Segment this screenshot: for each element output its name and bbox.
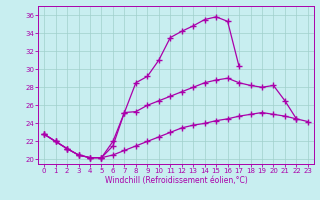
X-axis label: Windchill (Refroidissement éolien,°C): Windchill (Refroidissement éolien,°C) xyxy=(105,176,247,185)
